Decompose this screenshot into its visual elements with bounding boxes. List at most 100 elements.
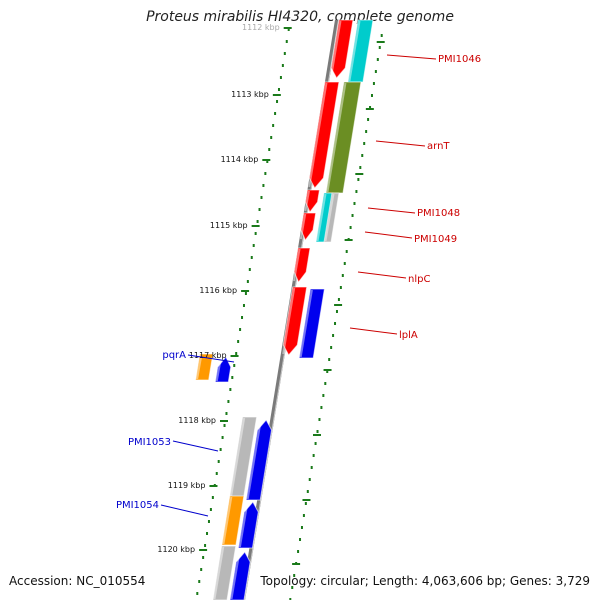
scale-dot-right — [355, 190, 358, 193]
kbp-label: 1120 kbp — [157, 545, 195, 554]
scale-dot-left — [276, 100, 279, 103]
scale-dot-left — [244, 292, 247, 295]
scale-dot-left — [266, 160, 269, 163]
scale-dot-right — [361, 154, 364, 157]
gene-block-pqra-shine — [215, 357, 222, 382]
cog-block-arnt-shine — [326, 82, 347, 193]
gene-label-leader — [349, 327, 398, 335]
gene-block-pmi1053-shine — [246, 420, 262, 500]
gene-label-lpla: lplA — [399, 330, 418, 341]
scale-dot-left — [202, 556, 205, 559]
scale-dot-left — [287, 28, 290, 31]
scale-ticks: 1112 kbp 1113 kbp 1114 kbp 1115 kbp 1116 kbp… — [157, 23, 385, 600]
cog-block-pmi1049 — [323, 192, 340, 243]
scale-dot-right — [310, 466, 313, 469]
scale-dot-left — [206, 532, 209, 535]
scale-dot-left — [281, 64, 284, 67]
scale-dot-left — [250, 256, 253, 259]
gene-block-pqra — [214, 356, 232, 383]
gene-label-leader — [172, 440, 219, 452]
scale-dot-left — [268, 148, 271, 151]
scale-dot-right — [302, 514, 305, 517]
scale-dot-left — [272, 124, 275, 127]
gene-block-pmi1046-shine — [330, 20, 342, 78]
cog-block-pmi1048-shine — [316, 193, 327, 242]
scale-dot-right — [335, 310, 338, 313]
scale-dot-left — [256, 220, 259, 223]
scale-dot-right — [367, 118, 370, 121]
scale-dot-left — [196, 592, 199, 595]
scale-dot-left — [207, 520, 210, 523]
gene-label-leader — [357, 271, 407, 279]
gene-label-leader — [367, 207, 416, 214]
scale-dot-right — [363, 142, 366, 145]
scale-dot-right — [378, 46, 381, 49]
kbp-label: 1114 kbp — [221, 155, 259, 164]
scale-dot-left — [239, 328, 242, 331]
scale-dot-right — [322, 394, 325, 397]
gene-block-pmi1046 — [330, 19, 354, 79]
gene-block-pmi1053 — [245, 419, 273, 501]
scale-dot-right — [300, 526, 303, 529]
scale-dot-left — [246, 280, 249, 283]
cog-block-pmi1046-shine — [348, 20, 361, 82]
scale-dot-left — [229, 388, 232, 391]
scale-dot-right — [316, 430, 319, 433]
scale-dot-left — [258, 208, 261, 211]
scale-dot-right — [312, 454, 315, 457]
scale-dot-right — [320, 406, 323, 409]
scale-dot-left — [221, 436, 224, 439]
scale-dot-right — [345, 250, 348, 253]
scale-dot-right — [353, 202, 356, 205]
gene-label-leader — [187, 354, 235, 363]
scale-dot-right — [289, 598, 292, 600]
scale-dot-left — [260, 196, 263, 199]
kbp-label: 1115 kbp — [210, 221, 248, 230]
scale-dot-right — [308, 478, 311, 481]
cog-block-arnt — [325, 81, 362, 194]
gene-block-nlpc — [293, 247, 311, 283]
scale-dot-right — [351, 214, 354, 217]
scale-dot-left — [209, 508, 212, 511]
gene-block-nlpc-shine — [293, 248, 301, 282]
scale-dot-left — [283, 52, 286, 55]
cog-block-next — [212, 545, 237, 600]
gene-labels: PMI1046 arnT PMI1048 PMI1049 nlpC lplA pqrA PMI… — [116, 54, 481, 517]
scale-dot-right — [291, 586, 294, 589]
scale-dot-left — [231, 376, 234, 379]
scale-dot-right — [349, 226, 352, 229]
scale-dot-left — [279, 76, 282, 79]
scale-dot-left — [262, 184, 265, 187]
scale-dot-left — [217, 460, 220, 463]
scale-dot-right — [324, 382, 327, 385]
scale-dot-right — [370, 94, 373, 97]
gene-label-leader — [364, 231, 413, 239]
gene-label-pqra: pqrA — [162, 350, 186, 361]
kbp-label: 1118 kbp — [178, 416, 216, 425]
scale-dot-left — [235, 352, 238, 355]
scale-dot-right — [339, 286, 342, 289]
cog-block-pmi1046 — [347, 19, 374, 83]
scale-dot-right — [326, 370, 329, 373]
scale-dot-left — [248, 268, 251, 271]
scale-dot-left — [241, 316, 244, 319]
kbp-label: 1116 kbp — [199, 286, 237, 295]
gene-label-pmi1053: PMI1053 — [128, 437, 171, 448]
map-title: Proteus mirabilis HI4320, complete genom… — [146, 9, 454, 25]
gene-block-lpla-shine — [282, 287, 296, 355]
gene-block-pmi1049-shine — [299, 213, 307, 240]
scale-dot-right — [372, 82, 375, 85]
scale-dot-left — [270, 136, 273, 139]
scale-dot-right — [332, 334, 335, 337]
scale-dot-left — [277, 88, 280, 91]
scale-dot-right — [357, 178, 360, 181]
gene-block-arnt — [308, 81, 340, 189]
scale-dot-left — [242, 304, 245, 307]
scale-dot-right — [318, 418, 321, 421]
gene-block-arnt-shine — [308, 82, 328, 188]
scale-dot-left — [227, 400, 230, 403]
kbp-label: 1119 kbp — [168, 481, 206, 490]
scale-dot-left — [215, 472, 218, 475]
scale-dot-left — [233, 364, 236, 367]
cog-block-lpla-shine — [299, 289, 313, 358]
